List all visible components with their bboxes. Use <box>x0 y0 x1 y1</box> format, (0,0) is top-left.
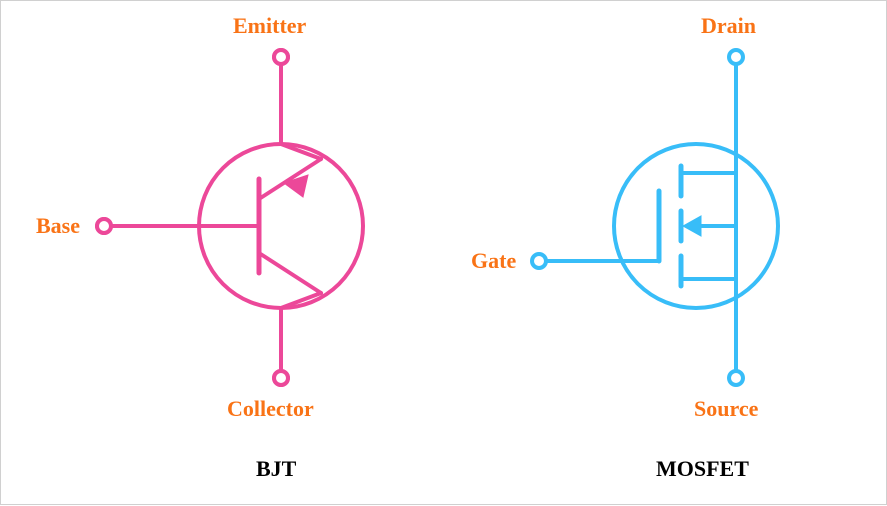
bjt-clean <box>97 50 367 385</box>
mosfet-gate-label: Gate <box>471 248 516 274</box>
mosfet-symbol <box>532 50 778 385</box>
bjt-emitter-label: Emitter <box>233 13 306 39</box>
diagram-container: Emitter Base Collector BJT Drain Gate So… <box>0 0 887 505</box>
mosfet-drain-label: Drain <box>701 13 756 39</box>
transistor-diagram-svg <box>1 1 887 506</box>
bjt-collector-label: Collector <box>227 396 314 422</box>
bjt-name-label: BJT <box>256 456 296 482</box>
mosfet-name-label: MOSFET <box>656 456 749 482</box>
mosfet-source-label: Source <box>694 396 758 422</box>
bjt-base-label: Base <box>36 213 80 239</box>
